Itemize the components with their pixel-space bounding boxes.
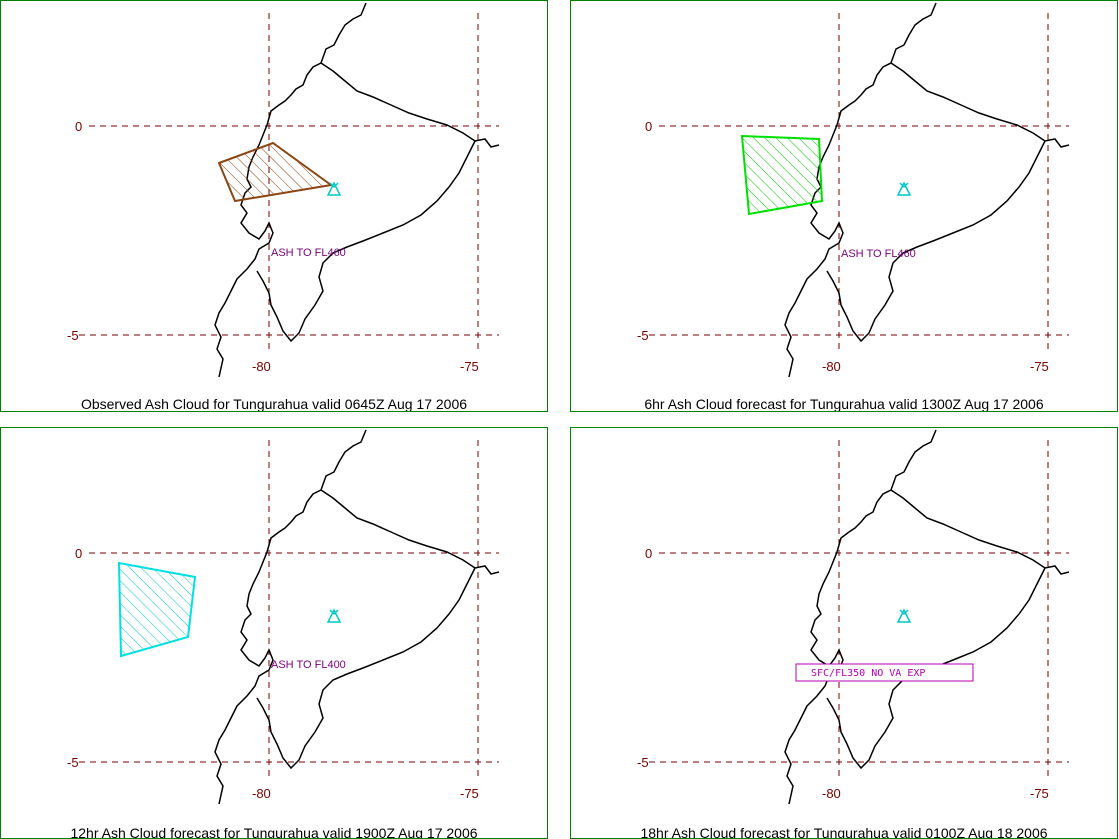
lon-label-minus75: -75 xyxy=(460,359,479,374)
lat-label-0: 0 xyxy=(75,119,82,134)
lat-label-minus5: -5 xyxy=(637,328,649,343)
lat-label-0: 0 xyxy=(645,546,652,561)
volcano-icon xyxy=(896,181,912,196)
ash-cloud-polygon xyxy=(217,141,334,203)
panel-caption: 12hr Ash Cloud forecast for Tungurahua v… xyxy=(70,825,478,839)
lon-label-minus80: -80 xyxy=(252,359,271,374)
lat-lon-grid xyxy=(649,13,1069,353)
lat-label-minus5: -5 xyxy=(67,328,79,343)
lon-label-minus75: -75 xyxy=(1030,359,1049,374)
no-ash-label-box xyxy=(795,663,974,682)
lat-lon-grid xyxy=(649,440,1069,780)
coastline xyxy=(214,429,367,805)
map-panel-6hr: 0 -5 -80 -75 ASH TO FL460 6hr Ash Cloud … xyxy=(570,0,1118,412)
map-canvas: 0 -5 -80 -75 ASH TO FL460 xyxy=(637,2,1070,378)
ash-cloud-polygon xyxy=(740,134,824,216)
country-border xyxy=(826,489,1070,770)
volcano-icon xyxy=(326,608,342,623)
ash-cloud-polygon xyxy=(117,561,197,658)
lat-label-minus5: -5 xyxy=(67,755,79,770)
lon-label-minus75: -75 xyxy=(460,786,479,801)
lat-label-minus5: -5 xyxy=(637,755,649,770)
lon-label-minus80: -80 xyxy=(252,786,271,801)
lat-lon-grid xyxy=(79,440,499,780)
map-panel-12hr: 0 -5 -80 -75 ASH TO FL400 12hr Ash Cloud… xyxy=(0,427,548,839)
ash-altitude-label: ASH TO FL460 xyxy=(841,248,916,260)
panel-caption: Observed Ash Cloud for Tungurahua valid … xyxy=(80,396,468,412)
lon-label-minus80: -80 xyxy=(822,359,841,374)
map-canvas: 0 -5 -80 -75 ASH TO FL460 xyxy=(67,2,500,378)
lat-label-0: 0 xyxy=(645,119,652,134)
map-panel-observed: 0 -5 -80 -75 ASH TO FL460 Observed Ash C… xyxy=(0,0,548,412)
panel-caption: 18hr Ash Cloud forecast for Tungurahua v… xyxy=(640,825,1048,839)
no-ash-label: SFC/FL350 NO VA EXP xyxy=(811,668,925,679)
map-panel-18hr: 0 -5 -80 -75 SFC/FL350 NO VA EXP 18hr As… xyxy=(570,427,1118,839)
lat-label-0: 0 xyxy=(75,546,82,561)
country-border xyxy=(256,62,500,343)
map-canvas: 0 -5 -80 -75 ASH TO FL400 xyxy=(67,429,500,805)
ash-altitude-label: ASH TO FL460 xyxy=(271,247,346,259)
lon-label-minus75: -75 xyxy=(1030,786,1049,801)
volcano-icon xyxy=(896,608,912,623)
coastline xyxy=(784,429,937,805)
lon-label-minus80: -80 xyxy=(822,786,841,801)
country-border xyxy=(826,62,1070,343)
volcano-icon xyxy=(326,181,342,196)
ash-altitude-label: ASH TO FL400 xyxy=(271,659,346,671)
map-canvas: 0 -5 -80 -75 SFC/FL350 NO VA EXP xyxy=(637,429,1070,805)
panel-caption: 6hr Ash Cloud forecast for Tungurahua va… xyxy=(644,396,1044,412)
country-border xyxy=(256,489,500,770)
